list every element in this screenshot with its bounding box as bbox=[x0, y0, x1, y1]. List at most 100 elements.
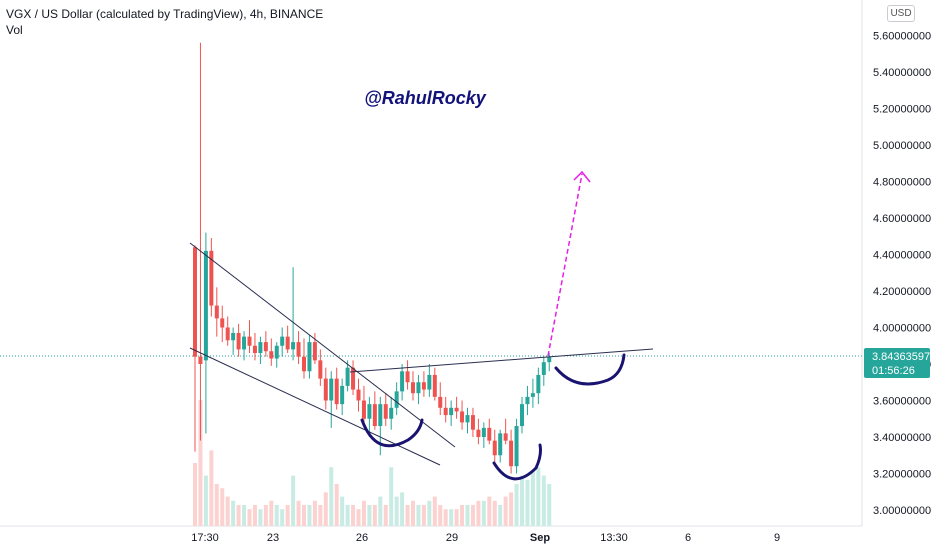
candle-body bbox=[470, 415, 475, 430]
x-tick-label: 23 bbox=[267, 532, 279, 544]
candle-body bbox=[465, 415, 470, 423]
volume-bar bbox=[394, 496, 399, 526]
y-tick-label: 5.60000000 bbox=[873, 31, 931, 43]
candle-body bbox=[520, 404, 524, 427]
candle-body bbox=[454, 407, 459, 412]
candle-body bbox=[460, 411, 465, 423]
volume-bar bbox=[454, 509, 459, 526]
candle-body bbox=[481, 427, 486, 437]
currency-button[interactable]: USD bbox=[887, 5, 915, 22]
candle-body bbox=[394, 391, 399, 408]
volume-bar bbox=[214, 484, 219, 526]
candle-body bbox=[503, 433, 508, 441]
left-shoulder-annotation bbox=[360, 418, 424, 448]
price-badge[interactable] bbox=[864, 348, 930, 379]
volume-bar bbox=[334, 484, 339, 526]
candle-body bbox=[509, 440, 514, 467]
candle-body bbox=[427, 374, 432, 390]
candle-body bbox=[214, 305, 219, 319]
candle-body bbox=[514, 426, 519, 467]
volume-bar bbox=[514, 484, 519, 526]
wedge-upper-trendline bbox=[189, 242, 456, 448]
x-tick-label: 6 bbox=[685, 532, 691, 544]
candle-body bbox=[307, 342, 312, 372]
candle-body bbox=[383, 404, 388, 419]
x-tick-label: 17:30 bbox=[191, 532, 219, 544]
volume-bar bbox=[269, 500, 274, 526]
volume-bar bbox=[503, 496, 508, 526]
candle-body bbox=[356, 389, 361, 401]
candle-body bbox=[291, 342, 296, 350]
candle-body bbox=[476, 429, 481, 437]
candle-body bbox=[269, 351, 274, 359]
x-tick-label: 26 bbox=[356, 532, 368, 544]
volume-bar bbox=[421, 505, 426, 526]
candle-body bbox=[389, 407, 394, 419]
target-arrow-head bbox=[573, 170, 591, 183]
candle-body bbox=[345, 367, 350, 386]
target-arrow-line bbox=[547, 173, 583, 357]
volume-bar bbox=[280, 509, 285, 526]
neckline-trendline bbox=[349, 348, 654, 373]
candle-body bbox=[296, 342, 301, 357]
y-tick-label: 4.80000000 bbox=[873, 177, 931, 189]
y-tick-label: 5.00000000 bbox=[873, 140, 931, 152]
candle-body bbox=[334, 378, 339, 405]
candle-body bbox=[242, 336, 247, 350]
candle-body bbox=[209, 250, 214, 306]
volume-bar bbox=[416, 505, 421, 526]
volume-bar bbox=[541, 475, 546, 526]
x-tick-label: 29 bbox=[446, 532, 458, 544]
candle-body bbox=[438, 396, 443, 408]
volume-bar bbox=[225, 496, 230, 526]
y-tick-label: 3.00000000 bbox=[873, 505, 931, 517]
volume-bar bbox=[307, 505, 312, 526]
candle-body bbox=[536, 374, 541, 394]
volume-bar bbox=[498, 505, 503, 526]
candle-body bbox=[432, 374, 437, 397]
candle-body bbox=[530, 393, 535, 397]
volume-bar bbox=[460, 505, 465, 526]
volume-bar bbox=[378, 496, 383, 526]
volume-bar bbox=[258, 509, 263, 526]
volume-bar bbox=[318, 505, 323, 526]
candle-body bbox=[449, 407, 454, 416]
volume-bar bbox=[509, 492, 514, 526]
candle-body bbox=[351, 367, 356, 390]
x-tick-label: 13:30 bbox=[600, 532, 628, 544]
y-tick-label: 4.00000000 bbox=[873, 323, 931, 335]
volume-bar bbox=[525, 479, 530, 526]
volume-bar bbox=[487, 496, 492, 526]
volume-bar bbox=[400, 492, 405, 526]
volume-bar bbox=[383, 505, 388, 526]
volume-bar bbox=[329, 467, 334, 526]
candle-body bbox=[318, 360, 323, 379]
volume-bar bbox=[345, 505, 350, 526]
candle-body bbox=[236, 332, 241, 350]
volume-bar bbox=[367, 505, 372, 526]
candle-body bbox=[329, 378, 334, 401]
volume-bar bbox=[203, 475, 208, 526]
candle-body bbox=[443, 407, 448, 416]
candle-body bbox=[340, 385, 345, 405]
volume-bar bbox=[193, 463, 197, 526]
volume-bar bbox=[291, 475, 296, 526]
candle-body bbox=[416, 382, 421, 394]
volume-bar bbox=[449, 509, 454, 526]
volume-bar bbox=[351, 505, 356, 526]
y-tick-label: 4.60000000 bbox=[873, 213, 931, 225]
volume-bar bbox=[470, 505, 475, 526]
volume-bar bbox=[312, 500, 317, 526]
volume-bar bbox=[263, 505, 268, 526]
candle-body bbox=[231, 332, 236, 341]
price-badge-value: 3.84363597 bbox=[872, 351, 930, 363]
volume-bar bbox=[481, 500, 486, 526]
volume-bar bbox=[285, 505, 290, 526]
volume-bar bbox=[209, 450, 214, 526]
volume-bar bbox=[340, 496, 345, 526]
volume-bar bbox=[302, 505, 306, 526]
volume-bar bbox=[443, 509, 448, 526]
candle-body bbox=[400, 371, 405, 392]
candle-body bbox=[258, 342, 263, 354]
